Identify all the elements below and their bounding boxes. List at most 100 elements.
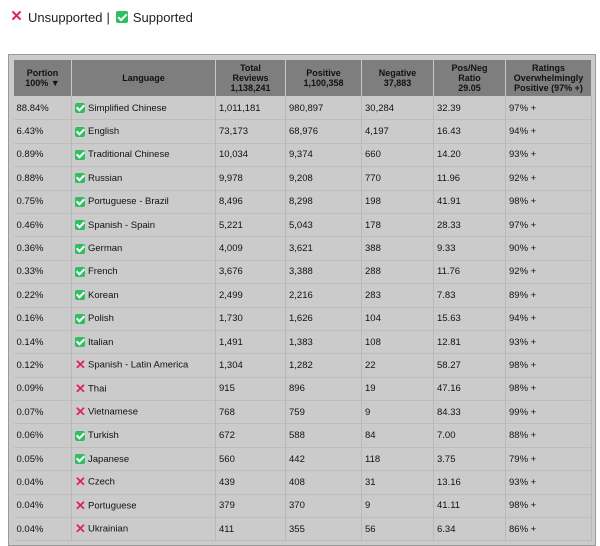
cell-rating: 94% +	[505, 307, 592, 331]
cell-negative: 56	[361, 517, 434, 542]
cell-total: 10,034	[215, 143, 286, 168]
cell-language: English	[71, 119, 216, 144]
cell-total: 439	[215, 470, 286, 495]
cell-positive: 1,282	[285, 353, 362, 378]
language-name: Spanish - Spain	[88, 219, 156, 231]
cell-portion: 0.09%	[13, 377, 72, 402]
cell-language: French	[71, 260, 216, 285]
language-name: English	[88, 126, 120, 138]
cell-ratio: 32.39	[433, 96, 506, 121]
header-negative[interactable]: Negative 37,883	[361, 59, 434, 97]
cell-negative: 118	[361, 447, 434, 472]
cell-rating: 89% +	[505, 283, 592, 308]
cell-positive: 370	[285, 494, 362, 519]
check-icon	[75, 173, 85, 184]
check-icon	[75, 243, 85, 254]
cell-language: Spanish - Spain	[71, 213, 216, 238]
table-body: 88.84% Simplified Chinese 1,011,181 980,897…	[13, 96, 592, 542]
x-icon: ✕	[75, 357, 86, 373]
check-icon	[75, 220, 85, 231]
language-name: Ukrainian	[88, 523, 129, 535]
cell-language: ✕ Vietnamese	[71, 400, 216, 425]
header-portion[interactable]: Portion 100% ▼	[13, 59, 72, 97]
legend-supported: Supported	[115, 10, 193, 25]
cell-total: 379	[215, 494, 286, 519]
cell-language: Simplified Chinese	[71, 96, 216, 121]
cell-portion: 0.05%	[13, 447, 72, 472]
legend-unsupported: ✕ Unsupported	[10, 9, 103, 25]
header-ratings[interactable]: Ratings Overwhelmingly Positive (97% +)	[505, 59, 592, 97]
cell-total: 1,011,181	[215, 96, 286, 121]
cell-rating: 93% +	[505, 470, 592, 495]
cell-negative: 84	[361, 423, 434, 448]
language-name: Portuguese - Brazil	[88, 196, 169, 208]
cell-rating: 99% +	[505, 400, 592, 425]
cell-ratio: 7.00	[433, 423, 506, 448]
cell-negative: 660	[361, 143, 434, 168]
cell-negative: 104	[361, 307, 434, 331]
cell-portion: 0.33%	[13, 260, 72, 285]
cell-portion: 0.46%	[13, 213, 72, 238]
header-positive[interactable]: Positive 1,100,358	[285, 59, 362, 97]
cell-total: 4,009	[215, 236, 286, 261]
cell-ratio: 41.91	[433, 190, 506, 214]
table-row: 0.33% French 3,676 3,388 288 11.76 92% +	[13, 260, 592, 285]
table-row: 0.07% ✕ Vietnamese 768 759 9 84.33 99% +	[13, 400, 592, 425]
cell-negative: 9	[361, 400, 434, 425]
cell-ratio: 6.34	[433, 517, 506, 542]
check-icon	[75, 454, 85, 465]
header-language[interactable]: Language	[71, 59, 216, 97]
cell-ratio: 41.11	[433, 494, 506, 519]
cell-total: 73,173	[215, 119, 286, 144]
cell-negative: 19	[361, 377, 434, 402]
cell-rating: 98% +	[505, 377, 592, 402]
cell-rating: 97% +	[505, 96, 592, 121]
check-icon	[75, 313, 85, 324]
cell-negative: 178	[361, 213, 434, 238]
table-row: 0.75% Portuguese - Brazil 8,496 8,298 198 41.…	[13, 190, 592, 214]
cell-ratio: 9.33	[433, 236, 506, 261]
legend-unsupported-label: Unsupported	[28, 9, 103, 25]
header-total-reviews[interactable]: Total Reviews 1,138,241	[215, 59, 286, 97]
cell-language: Russian	[71, 166, 216, 191]
cell-portion: 6.43%	[13, 119, 72, 144]
cell-ratio: 58.27	[433, 353, 506, 378]
cell-portion: 0.75%	[13, 190, 72, 214]
language-name: Japanese	[88, 453, 130, 465]
cell-ratio: 11.76	[433, 260, 506, 285]
cell-language: German	[71, 236, 216, 261]
cell-positive: 1,383	[285, 330, 362, 355]
cell-rating: 98% +	[505, 494, 592, 519]
cell-language: ✕ Portuguese	[71, 494, 216, 519]
cell-portion: 0.04%	[13, 470, 72, 495]
language-name: Spanish - Latin America	[88, 359, 189, 371]
x-icon: ✕	[75, 497, 86, 513]
cell-positive: 9,208	[285, 166, 362, 191]
cell-ratio: 14.20	[433, 143, 506, 168]
cell-negative: 4,197	[361, 119, 434, 144]
cell-portion: 88.84%	[13, 96, 72, 121]
table-row: 0.46% Spanish - Spain 5,221 5,043 178 28.33 97…	[13, 213, 592, 238]
header-ratio[interactable]: Pos/Neg Ratio 29.05	[433, 59, 506, 97]
cell-language: ✕ Ukrainian	[71, 517, 216, 542]
table-row: 0.88% Russian 9,978 9,208 770 11.96 92% +	[13, 166, 592, 191]
cell-ratio: 3.75	[433, 447, 506, 472]
cell-rating: 90% +	[505, 236, 592, 261]
cell-portion: 0.88%	[13, 166, 72, 191]
table-row: 0.16% Polish 1,730 1,626 104 15.63 94% +	[13, 307, 592, 331]
cell-positive: 355	[285, 517, 362, 542]
cell-negative: 770	[361, 166, 434, 191]
cell-portion: 0.12%	[13, 353, 72, 378]
cell-total: 8,496	[215, 190, 286, 214]
cell-language: Japanese	[71, 447, 216, 472]
cell-rating: 79% +	[505, 447, 592, 472]
check-icon	[115, 11, 128, 23]
language-name: Vietnamese	[88, 406, 138, 418]
cell-negative: 22	[361, 353, 434, 378]
cell-total: 1,491	[215, 330, 286, 355]
table-row: 6.43% English 73,173 68,976 4,197 16.43 94% +	[13, 119, 592, 144]
table-row: 0.06% Turkish 672 588 84 7.00 88% +	[13, 423, 592, 448]
cell-total: 672	[215, 423, 286, 448]
cell-total: 915	[215, 377, 286, 402]
language-name: Simplified Chinese	[88, 102, 167, 114]
